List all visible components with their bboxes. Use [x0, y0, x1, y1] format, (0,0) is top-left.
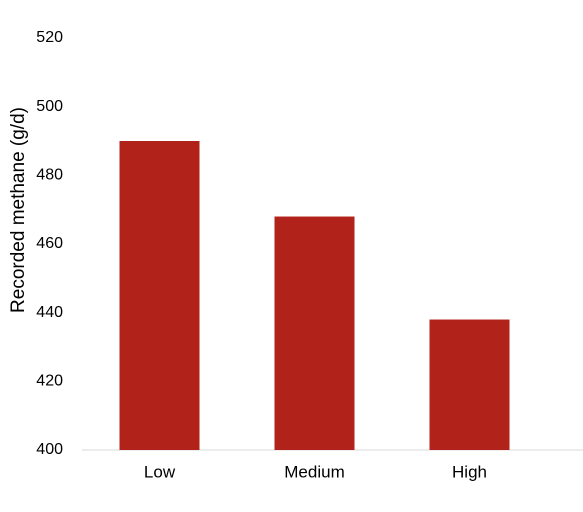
y-tick-label: 440	[36, 304, 63, 321]
x-tick-label: Medium	[284, 462, 344, 481]
y-tick-label: 400	[36, 441, 63, 458]
bar	[119, 141, 200, 450]
y-tick-label: 520	[36, 29, 63, 46]
y-tick-label: 420	[36, 373, 63, 390]
x-tick-label: High	[452, 462, 487, 481]
bar	[274, 216, 355, 450]
bar	[429, 319, 510, 450]
y-tick-label: 500	[36, 98, 63, 115]
y-tick-label: 480	[36, 167, 63, 184]
y-tick-label: 460	[36, 235, 63, 252]
x-tick-label: Low	[144, 462, 176, 481]
y-axis-title: Recorded methane (g/d)	[8, 107, 29, 313]
